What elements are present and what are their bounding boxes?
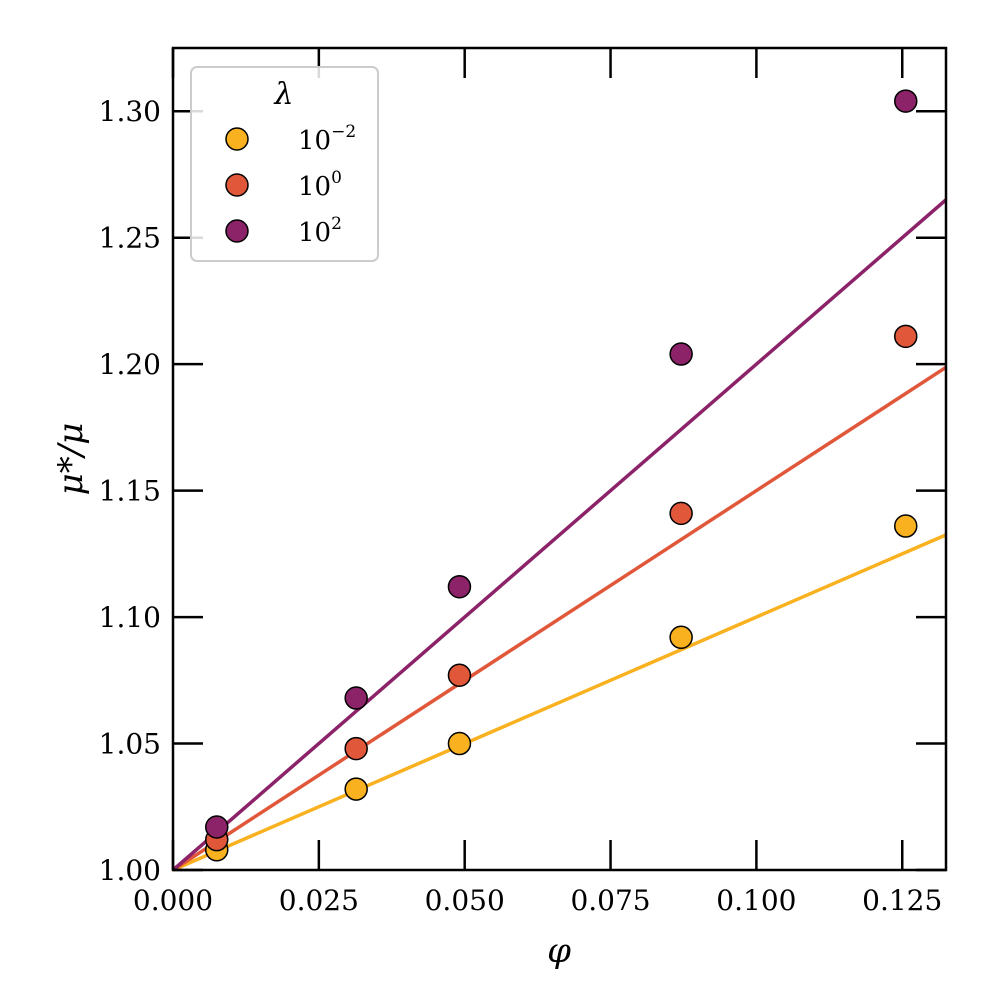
y-tick-label: 1.25 [99, 222, 161, 255]
point-2-1 [344, 686, 368, 710]
point-1-3 [669, 501, 693, 526]
legend-marker-2 [225, 219, 249, 243]
legend-entries: 10−2 100 102 [225, 122, 356, 248]
legend-box [190, 66, 379, 262]
point-1-2 [447, 663, 472, 687]
point-2-0 [205, 815, 229, 839]
y-tick-label: 1.20 [99, 348, 161, 381]
x-axis-label: φ [547, 931, 571, 971]
x-tick-label: 0.050 [425, 884, 505, 917]
x-tick-label: 0.000 [133, 884, 213, 917]
x-tick-label: 0.100 [716, 884, 796, 917]
x-tick-label: 0.125 [862, 884, 942, 917]
y-axis: 1.00 1.05 1.10 1.15 1.20 1.25 1.30 [99, 95, 946, 887]
legend: λ 10−2 100 102 [190, 66, 379, 262]
point-0-2 [447, 731, 472, 756]
fit-line-0 [172, 533, 947, 872]
legend-label-1: 100 [298, 168, 342, 202]
point-2-4 [893, 89, 918, 113]
y-tick-label: 1.05 [99, 728, 161, 761]
fit-line-2 [171, 198, 948, 872]
legend-title: λ [273, 77, 293, 112]
y-tick-label: 1.15 [99, 475, 161, 508]
legend-label-0: 10−2 [298, 122, 356, 156]
x-tick-label: 0.025 [279, 884, 359, 917]
legend-marker-0 [225, 127, 249, 151]
legend-marker-1 [225, 173, 249, 197]
plot-frame [171, 46, 948, 872]
point-2-3 [669, 342, 693, 366]
point-1-4 [893, 324, 918, 349]
y-axis-label: μ*/μ [51, 423, 91, 496]
point-1-1 [344, 736, 368, 761]
point-0-1 [344, 777, 368, 801]
y-tick-label: 1.10 [99, 601, 161, 634]
fit-line-1 [172, 365, 947, 872]
point-0-4 [893, 514, 918, 538]
point-2-2 [447, 574, 472, 599]
y-tick-label: 1.00 [99, 854, 161, 887]
x-tick-label: 0.075 [570, 884, 650, 917]
legend-label-2: 102 [298, 214, 342, 248]
point-0-3 [669, 625, 693, 650]
y-tick-label: 1.30 [99, 95, 161, 128]
data-points [205, 89, 918, 862]
x-axis: 0.000 0.025 0.050 0.075 0.100 0.125 [133, 48, 942, 917]
fit-lines [171, 198, 948, 872]
